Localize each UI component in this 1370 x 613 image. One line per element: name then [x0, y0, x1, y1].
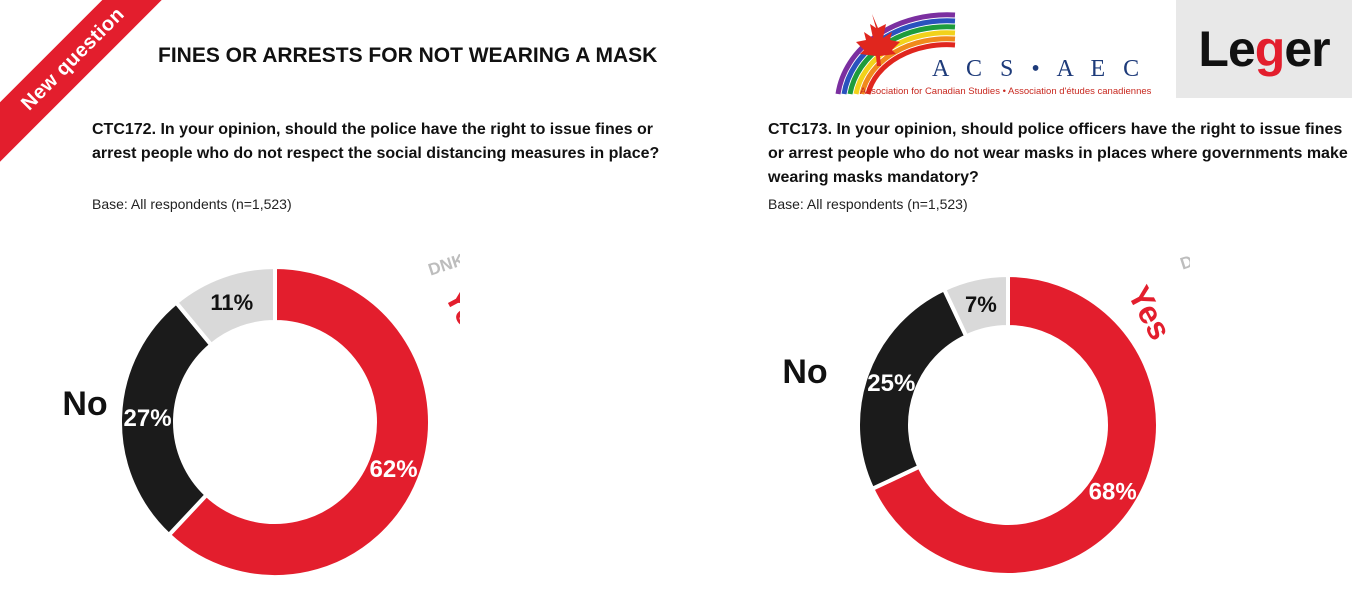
slice-label-yes: 68% — [1089, 478, 1137, 505]
slice-yes — [166, 264, 432, 579]
acs-rainbow-leaf-icon — [835, 12, 956, 95]
acs-aec-logo: A C S • A E C Association for Canadian S… — [830, 10, 1176, 100]
donut-chart-ctc172: 62% Yes 27% No 11% DNK — [62, 250, 460, 579]
question-ctc172: CTC172. In your opinion, should the poli… — [92, 121, 660, 162]
leger-logo: Le g er — [1176, 0, 1352, 98]
leger-logo-text-end: er — [1284, 21, 1330, 77]
slice-dnk — [173, 264, 277, 348]
leger-logo-g: g — [1254, 21, 1286, 77]
slice-label-yes: 62% — [370, 456, 418, 483]
question-ctc173: CTC173. In your opinion, should police o… — [768, 121, 1348, 186]
slice-no — [118, 299, 215, 538]
category-label-dnk: DNK — [426, 250, 460, 280]
category-label-no: No — [782, 353, 827, 391]
category-label-no: No — [62, 385, 107, 423]
slice-no — [856, 286, 969, 492]
category-label-yes: Yes — [438, 282, 460, 348]
acs-subtitle: Association for Canadian Studies • Assoc… — [860, 86, 1152, 97]
base-ctc173: Base: All respondents (n=1,523) — [768, 196, 968, 212]
category-label-dnk: DNK — [1178, 244, 1190, 274]
acs-mark-text: A C S • A E C — [932, 56, 1146, 82]
base-ctc172: Base: All respondents (n=1,523) — [92, 196, 292, 212]
slice-label-dnk: 11% — [210, 290, 253, 315]
page-title: FINES OR ARRESTS FOR NOT WEARING A MASK — [158, 44, 658, 67]
slice-label-no: 25% — [867, 370, 915, 397]
slice-dnk — [941, 272, 1010, 339]
slice-yes — [869, 272, 1160, 577]
slice-label-no: 27% — [124, 405, 172, 432]
leger-logo-text-start: Le — [1198, 21, 1255, 77]
slice-label-dnk: 7% — [965, 292, 997, 317]
